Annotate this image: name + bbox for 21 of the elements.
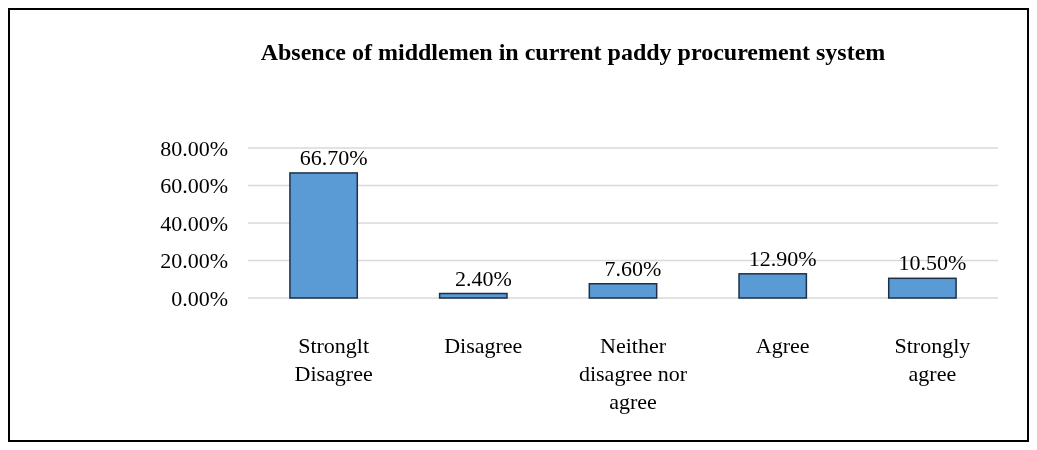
x-tick-label: Neither disagree nor agree: [578, 333, 688, 414]
y-tick-label: 80.00%: [160, 135, 228, 161]
bar: [438, 292, 508, 299]
data-label: 2.40%: [454, 265, 512, 291]
bar: [738, 273, 808, 299]
data-label: 10.50%: [898, 250, 967, 276]
y-tick-label: 20.00%: [160, 248, 228, 274]
x-tick-label: Stronglt Disagree: [294, 333, 373, 386]
x-tick-label: Disagree: [444, 333, 523, 358]
chart-title: Absence of middlemen in current paddy procurement system: [260, 39, 886, 65]
y-tick-label: 0.00%: [171, 285, 228, 311]
y-tick-label: 40.00%: [160, 210, 228, 236]
bar: [887, 277, 957, 299]
x-tick-label: Strongly agree: [894, 333, 971, 386]
y-tick-label: 60.00%: [160, 173, 228, 199]
bar: [588, 283, 658, 299]
data-label: 66.70%: [299, 144, 368, 170]
bar: [289, 172, 359, 299]
data-label: 12.90%: [748, 245, 817, 271]
data-label: 7.60%: [604, 255, 662, 281]
x-tick-label: Agree: [755, 333, 810, 358]
